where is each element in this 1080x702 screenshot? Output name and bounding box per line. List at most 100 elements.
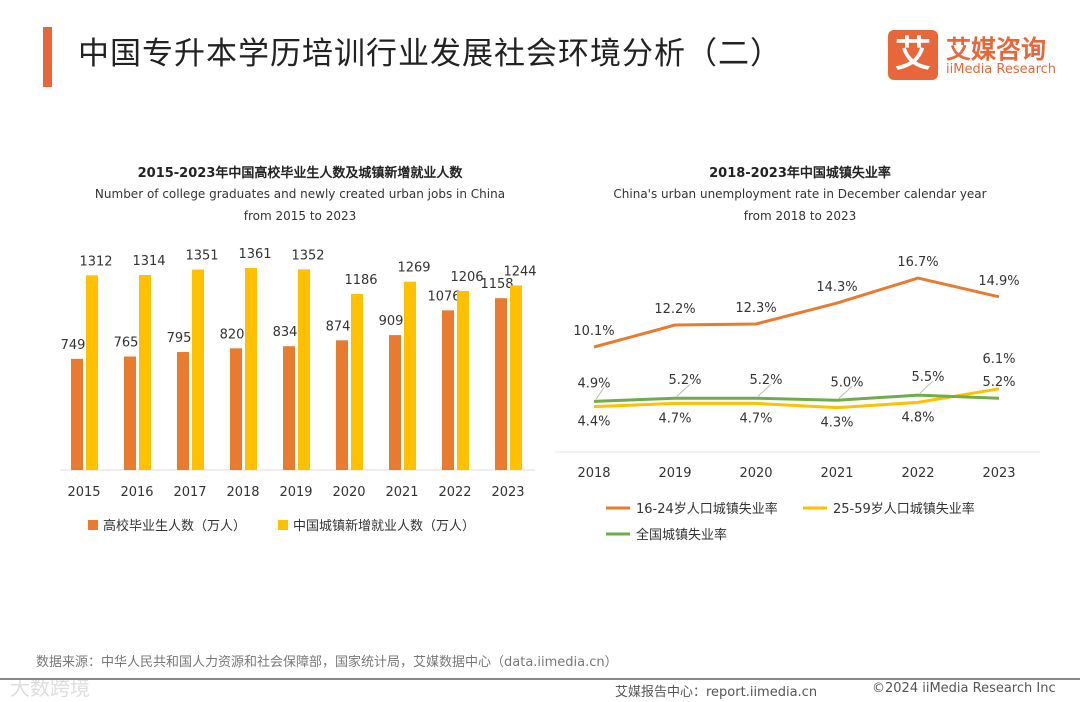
logo-en: iiMedia Research	[946, 62, 1057, 77]
x-tick-label: 2019	[658, 466, 691, 481]
point-label: 14.3%	[816, 280, 857, 295]
point-label: 5.2%	[749, 373, 782, 388]
bar-jobs-2023	[510, 285, 522, 470]
bar-jobs-2018	[245, 268, 257, 470]
point-label: 5.0%	[830, 375, 863, 390]
point-label: 12.2%	[654, 302, 695, 317]
bar-label: 1158	[480, 277, 513, 292]
bar-graduates-2023	[495, 298, 507, 470]
line-series-2	[593, 393, 1000, 403]
bar-label: 795	[167, 331, 192, 346]
bar-graduates-2022	[442, 310, 454, 470]
line-series-0	[593, 276, 1000, 349]
point-label: 4.7%	[739, 411, 772, 426]
chart2-subtitle2: from 2018 to 2023	[743, 209, 857, 223]
x-tick-label: 2022	[438, 485, 471, 500]
x-tick-label: 2023	[491, 485, 524, 500]
legend-label: 16-24岁人口城镇失业率	[636, 501, 778, 517]
line-series-1	[593, 387, 1000, 410]
bar-label: 765	[114, 335, 139, 350]
chart2-title: 2018-2023年中国城镇失业率	[709, 166, 891, 181]
bar-graduates-2020	[336, 340, 348, 470]
bar-jobs-2019	[298, 269, 310, 470]
point-label: 5.5%	[911, 370, 944, 385]
bar-label: 1206	[450, 270, 483, 285]
x-tick-label: 2015	[67, 485, 100, 500]
bar-jobs-2016	[139, 275, 151, 470]
bar-graduates-2021	[389, 335, 401, 470]
x-tick-label: 2022	[901, 466, 934, 481]
chart1-title: 2015-2023年中国高校毕业生人数及城镇新增就业人数	[137, 166, 463, 181]
x-tick-label: 2017	[173, 485, 206, 500]
legend-label: 高校毕业生人数（万人）	[103, 518, 246, 534]
bar-graduates-2018	[230, 348, 242, 470]
page-title: 中国专升本学历培训行业发展社会环境分析（二）	[78, 36, 782, 72]
logo-mark: 艾	[888, 30, 938, 80]
bar-label: 909	[379, 314, 404, 329]
x-tick-label: 2020	[739, 466, 772, 481]
bar-graduates-2017	[177, 352, 189, 470]
x-tick-label: 2023	[982, 466, 1015, 481]
footer-report-link[interactable]: 艾媒报告中心：report.iimedia.cn	[615, 685, 818, 700]
point-label: 5.2%	[668, 373, 701, 388]
leader-line	[676, 383, 691, 397]
bar-graduates-2015	[71, 358, 83, 470]
x-tick-label: 2020	[332, 485, 365, 500]
bar-label: 834	[273, 325, 298, 340]
chart2-subtitle1: China's urban unemployment rate in Decem…	[613, 187, 987, 201]
leader-line	[838, 385, 853, 399]
point-label: 16.7%	[897, 255, 938, 270]
footer-copyright: ©2024 iiMedia Research Inc	[872, 681, 1056, 696]
bar-label: 1351	[185, 249, 218, 264]
bar-jobs-2021	[404, 281, 416, 470]
bar-jobs-2020	[351, 294, 363, 470]
legend-swatch	[278, 520, 288, 530]
bar-label: 1312	[79, 254, 112, 269]
bar-graduates-2019	[283, 346, 295, 470]
chart1-subtitle1: Number of college graduates and newly cr…	[94, 187, 506, 201]
bar-graduates-2016	[124, 356, 136, 470]
x-tick-label: 2019	[279, 485, 312, 500]
x-tick-label: 2021	[820, 466, 853, 481]
bar-label: 874	[326, 319, 351, 334]
iimedia-logo: 艾 艾媒咨询 iiMedia Research	[888, 30, 1063, 82]
legend-swatch	[88, 520, 98, 530]
data-source: 数据来源：中华人民共和国人力资源和社会保障部，国家统计局，艾媒数据中心（data…	[36, 655, 618, 670]
point-label: 10.1%	[573, 324, 614, 339]
bar-jobs-2017	[192, 269, 204, 470]
bar-label: 749	[61, 338, 86, 353]
x-tick-label: 2021	[385, 485, 418, 500]
bar-label: 1314	[132, 254, 165, 269]
leader-line	[595, 387, 605, 400]
point-label: 4.4%	[577, 415, 610, 430]
footer-divider	[0, 678, 1080, 680]
leader-line	[757, 383, 772, 397]
bar-label: 1352	[291, 248, 324, 263]
bar-label: 1186	[344, 273, 377, 288]
bar-label: 1244	[503, 264, 536, 279]
watermark: 大数跨境	[10, 676, 90, 700]
x-tick-label: 2016	[120, 485, 153, 500]
title-accent-bar	[43, 27, 52, 87]
bar-label: 1269	[397, 261, 430, 276]
legend-label: 25-59岁人口城镇失业率	[833, 501, 975, 517]
point-label: 4.7%	[658, 411, 691, 426]
bar-label: 1076	[427, 289, 460, 304]
point-label: 6.1%	[982, 352, 1015, 367]
point-label: 4.8%	[901, 410, 934, 425]
point-label: 4.3%	[820, 416, 853, 431]
point-label: 12.3%	[735, 301, 776, 316]
chart1-subtitle2: from 2015 to 2023	[243, 209, 357, 223]
bar-label: 1361	[238, 247, 271, 262]
point-label: 14.9%	[978, 274, 1019, 289]
bar-jobs-2022	[457, 291, 469, 470]
bar-jobs-2015	[86, 275, 98, 470]
point-label: 4.9%	[577, 376, 610, 391]
legend-label: 中国城镇新增就业人数（万人）	[293, 518, 475, 534]
x-tick-label: 2018	[577, 466, 610, 481]
point-label: 5.2%	[982, 375, 1015, 390]
legend-label: 全国城镇失业率	[636, 527, 727, 543]
bar-label: 820	[220, 327, 245, 342]
leader-line	[919, 380, 934, 394]
